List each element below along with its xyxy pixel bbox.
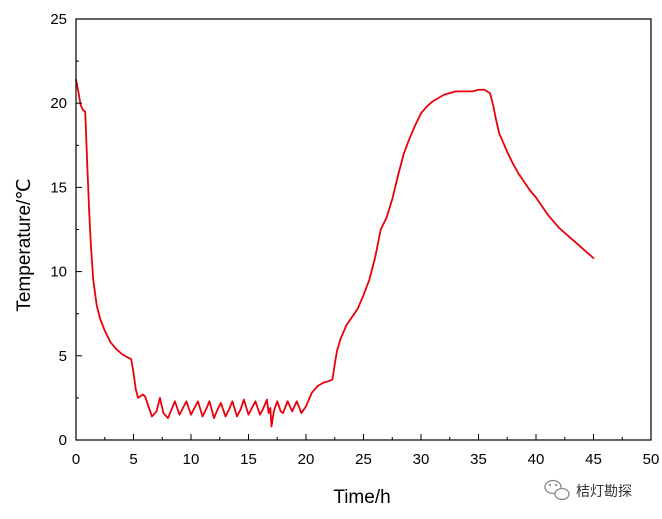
- x-tick-label: 10: [183, 451, 200, 468]
- y-tick-label: 25: [50, 11, 67, 28]
- x-tick-label: 30: [413, 451, 430, 468]
- y-tick-label: 10: [50, 264, 67, 281]
- x-axis-ticks: 0 5 10 15 20 25 30 35 40 45 50: [72, 434, 660, 468]
- x-tick-label: 5: [129, 451, 137, 468]
- y-tick-label: 5: [59, 348, 67, 365]
- x-tick-label: 40: [528, 451, 545, 468]
- x-tick-label: 15: [240, 451, 257, 468]
- wechat-icon: [544, 479, 570, 501]
- temperature-series-line: [75, 78, 595, 428]
- x-axis-title: Time/h: [333, 487, 390, 508]
- x-tick-label: 45: [585, 451, 602, 468]
- axes: [75, 18, 652, 441]
- y-axis-title: Temperature/℃: [14, 178, 35, 311]
- y-axis-ticks: 0 5 10 15 20 25: [50, 11, 82, 449]
- y-tick-label: 20: [50, 95, 67, 112]
- watermark: 桔灯勘探: [544, 479, 632, 501]
- x-tick-label: 25: [355, 451, 372, 468]
- x-tick-label: 20: [298, 451, 315, 468]
- x-tick-label: 0: [72, 451, 80, 468]
- watermark-text: 桔灯勘探: [576, 484, 632, 500]
- y-tick-label: 15: [50, 179, 67, 196]
- y-tick-label: 0: [59, 432, 67, 449]
- plot-area: [75, 78, 595, 428]
- x-tick-label: 50: [643, 451, 660, 468]
- x-tick-label: 35: [470, 451, 487, 468]
- plot-frame: [75, 18, 652, 441]
